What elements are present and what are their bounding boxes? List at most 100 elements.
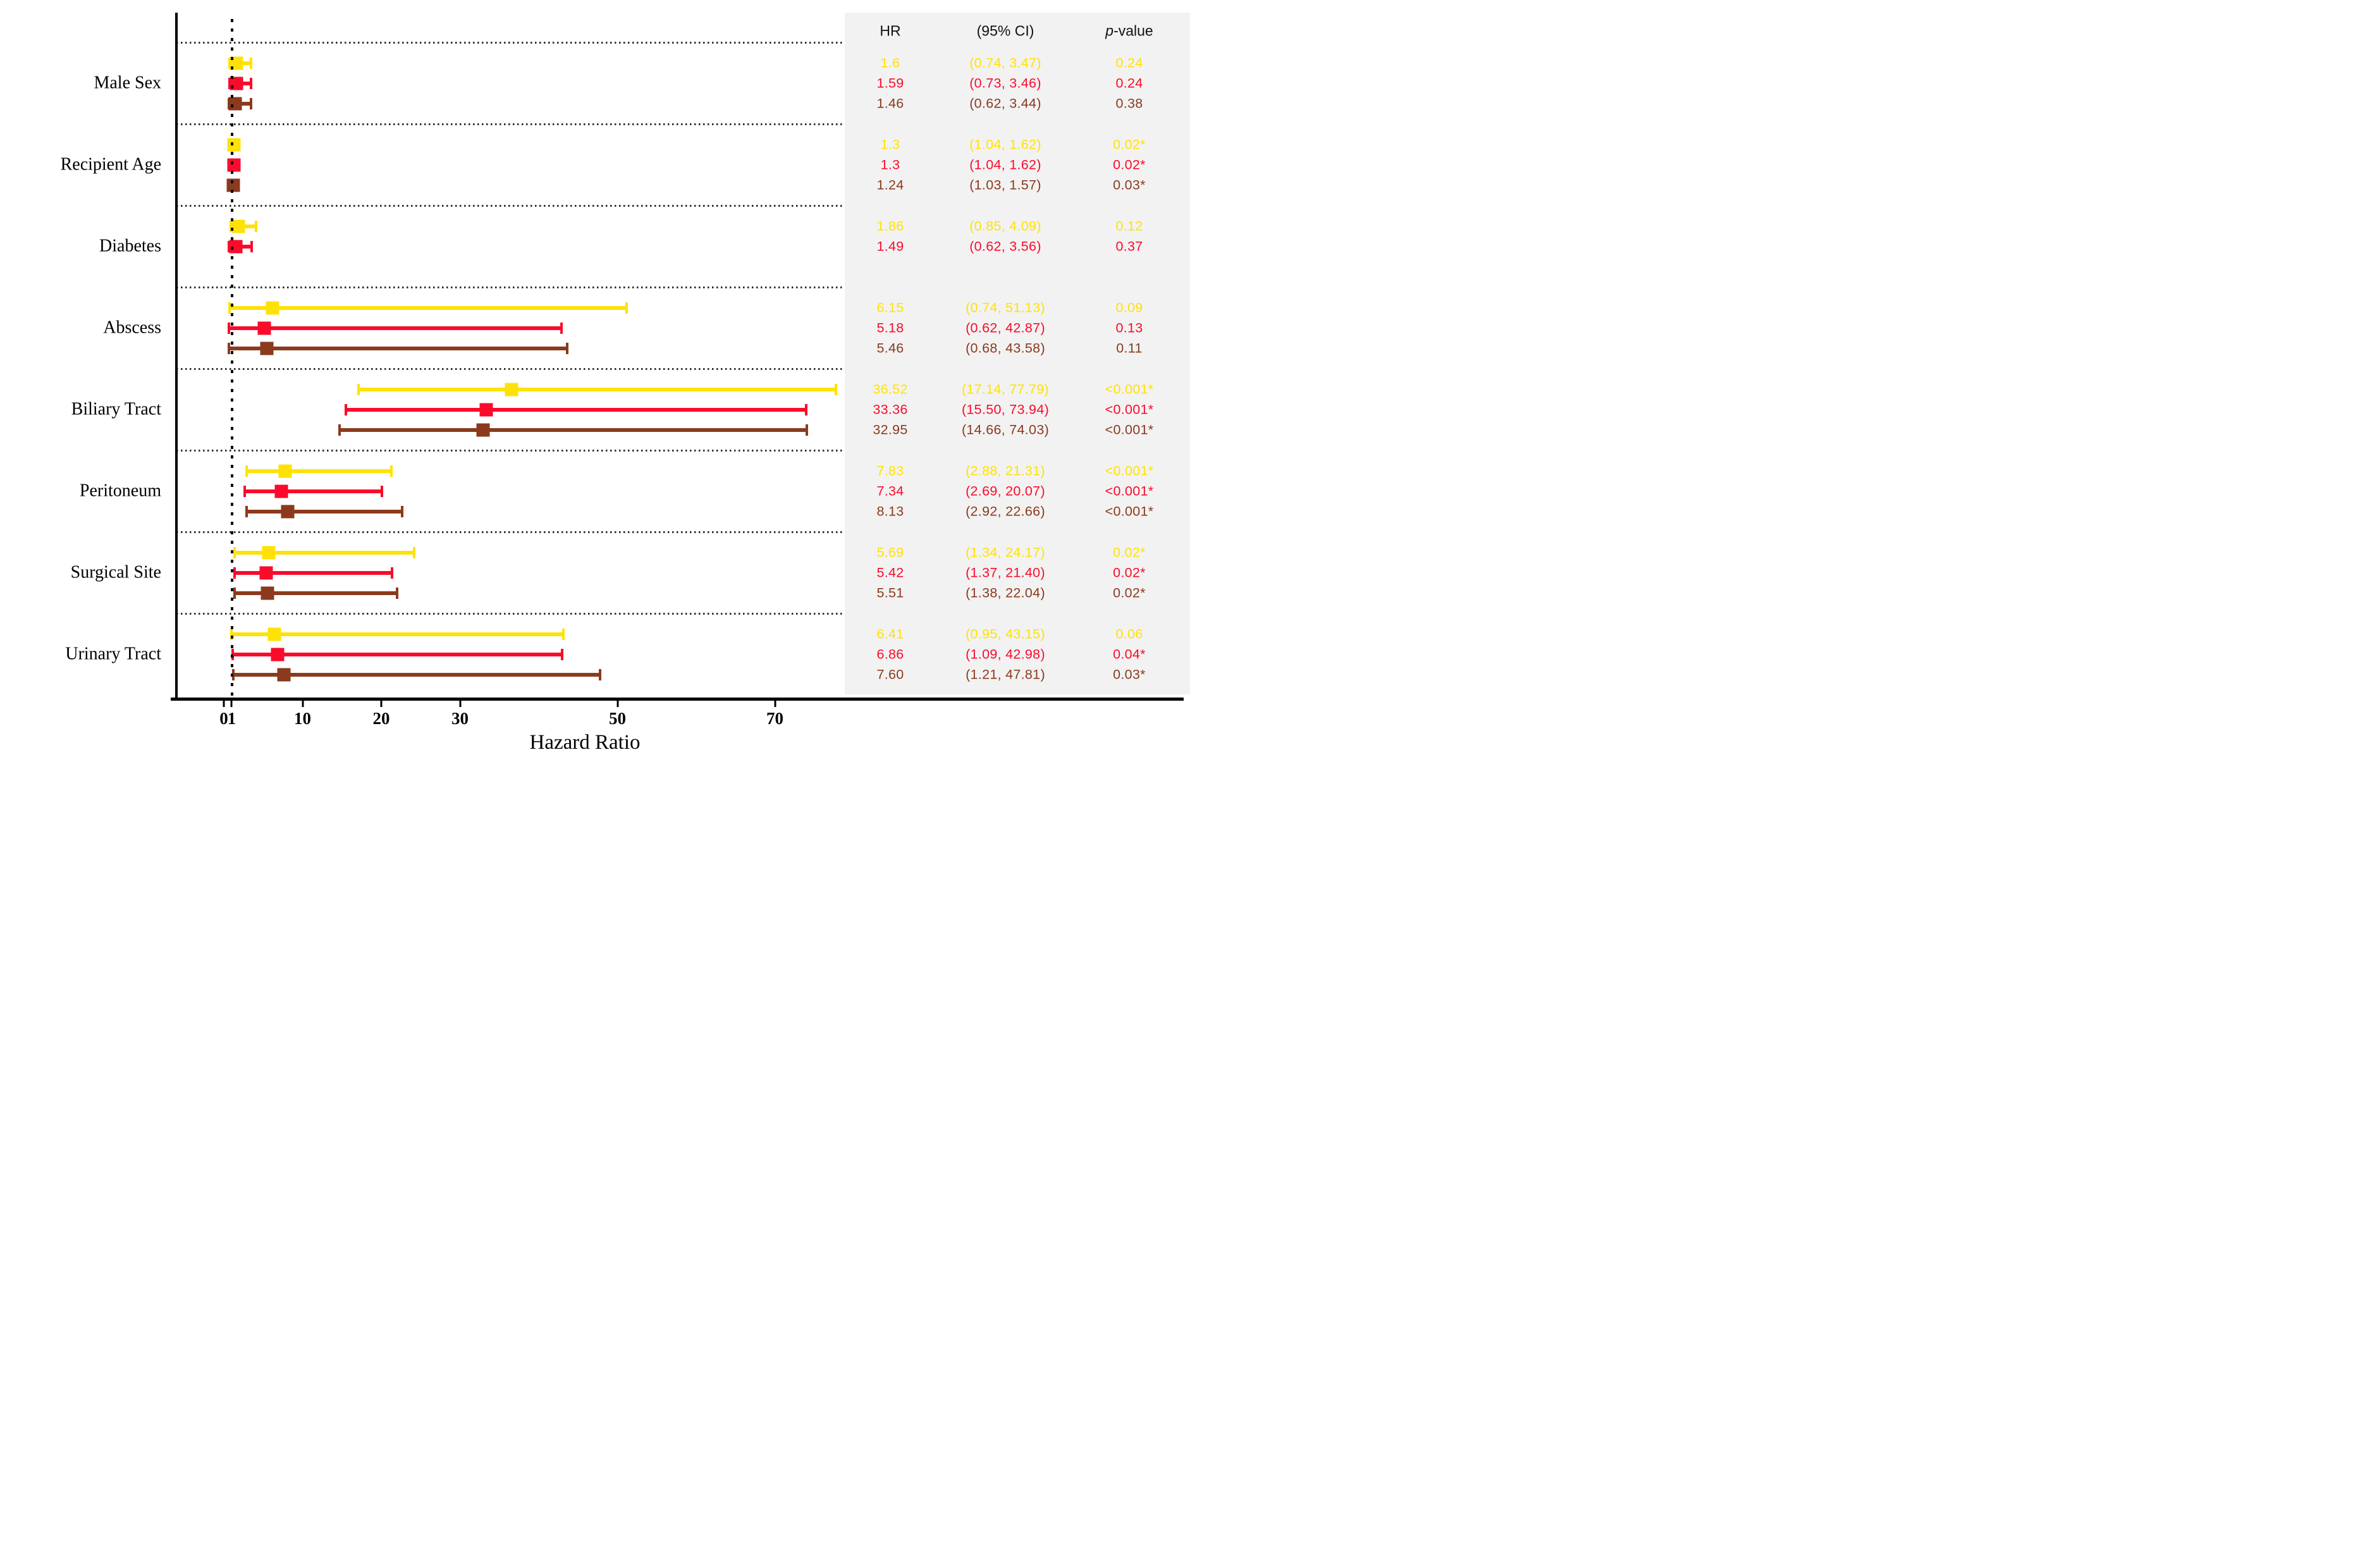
ci-cap-right bbox=[804, 404, 807, 415]
table-cell-p: <0.001* bbox=[1105, 463, 1154, 479]
ci-cap-left bbox=[233, 587, 236, 600]
hr-marker bbox=[266, 301, 279, 315]
table-cell-hr: 5.46 bbox=[876, 340, 904, 356]
ci-whisker bbox=[247, 510, 403, 514]
table-cell-p: 0.02* bbox=[1113, 565, 1146, 581]
table-cell-hr: 7.34 bbox=[876, 483, 904, 499]
table-cell-p: 0.37 bbox=[1115, 238, 1143, 254]
ci-cap-right bbox=[599, 669, 602, 681]
table-cell-ci: (0.62, 3.56) bbox=[969, 238, 1041, 254]
hr-marker bbox=[259, 566, 273, 580]
table-cell-ci: (0.74, 51.13) bbox=[966, 300, 1045, 316]
table-cell-hr: 1.49 bbox=[876, 238, 904, 254]
x-axis-title: Hazard Ratio bbox=[529, 731, 641, 754]
table-header-hr: HR bbox=[880, 22, 901, 39]
group-separator bbox=[176, 286, 845, 288]
table-cell-hr: 1.59 bbox=[876, 75, 904, 91]
table-header-pvalue: p-value bbox=[1105, 23, 1153, 40]
ci-cap-left bbox=[344, 404, 347, 415]
ci-cap-right bbox=[380, 486, 383, 497]
table-cell-ci: (1.37, 21.40) bbox=[966, 565, 1045, 581]
table-cell-p: 0.02* bbox=[1113, 157, 1146, 173]
hr-marker bbox=[277, 668, 291, 682]
x-tick-label: 20 bbox=[372, 709, 390, 728]
ci-cap-left bbox=[243, 486, 247, 497]
x-tick bbox=[774, 701, 776, 707]
table-cell-ci: (1.21, 47.81) bbox=[966, 667, 1045, 682]
plot-area: Male Sex 1.6 (0.74, 3.47) 0.24 1.59 (0.73, 3.… bbox=[0, 0, 1190, 775]
x-tick bbox=[230, 701, 233, 707]
reference-line-hr1 bbox=[231, 19, 233, 698]
table-cell-hr: 33.36 bbox=[873, 402, 908, 417]
table-cell-hr: 1.46 bbox=[876, 95, 904, 111]
ci-whisker bbox=[245, 489, 382, 493]
group-separator bbox=[176, 368, 845, 370]
table-cell-hr: 7.83 bbox=[876, 463, 904, 479]
x-tick-label: 70 bbox=[766, 709, 783, 728]
table-cell-p: 0.12 bbox=[1115, 218, 1143, 234]
table-cell-ci: (0.85, 4.09) bbox=[969, 218, 1041, 234]
ci-whisker bbox=[233, 673, 601, 677]
ci-cap-left bbox=[233, 567, 236, 579]
ci-whisker bbox=[230, 305, 627, 310]
ci-whisker bbox=[234, 550, 414, 555]
ci-cap-left bbox=[229, 220, 232, 232]
ci-cap-right bbox=[560, 323, 563, 334]
table-cell-ci: (0.73, 3.46) bbox=[969, 75, 1041, 91]
x-tick-label: 0 bbox=[219, 709, 228, 728]
table-cell-ci: (2.92, 22.66) bbox=[966, 503, 1045, 519]
ci-whisker bbox=[339, 428, 807, 433]
hr-marker bbox=[271, 648, 285, 661]
table-cell-hr: 7.60 bbox=[876, 667, 904, 682]
table-cell-p: <0.001* bbox=[1105, 402, 1154, 417]
ci-cap-right bbox=[561, 649, 564, 660]
table-cell-hr: 5.42 bbox=[876, 565, 904, 581]
table-cell-ci: (0.74, 3.47) bbox=[969, 55, 1041, 71]
table-cell-p: <0.001* bbox=[1105, 422, 1154, 438]
ci-cap-right bbox=[391, 567, 394, 579]
hr-marker bbox=[505, 383, 518, 397]
table-cell-ci: (14.66, 74.03) bbox=[961, 422, 1050, 438]
ci-whisker bbox=[235, 591, 398, 596]
table-cell-p: <0.001* bbox=[1105, 503, 1154, 519]
ci-whisker bbox=[359, 387, 837, 391]
table-cell-ci: (1.04, 1.62) bbox=[969, 157, 1041, 173]
ci-cap-right bbox=[250, 57, 253, 69]
table-cell-p: <0.001* bbox=[1105, 483, 1154, 499]
ci-whisker bbox=[229, 347, 567, 351]
table-header-p-italic: p bbox=[1105, 22, 1114, 39]
table-cell-ci: (15.50, 73.94) bbox=[961, 402, 1050, 417]
ci-cap-right bbox=[249, 98, 252, 110]
table-cell-hr: 6.86 bbox=[876, 646, 904, 662]
group-separator bbox=[176, 613, 845, 615]
category-label: Recipient Age bbox=[60, 154, 161, 175]
ci-cap-left bbox=[228, 78, 231, 89]
ci-whisker bbox=[246, 469, 392, 473]
table-cell-p: 0.06 bbox=[1115, 626, 1143, 642]
table-cell-hr: 1.6 bbox=[880, 55, 900, 71]
table-cell-ci: (0.95, 43.15) bbox=[966, 626, 1045, 642]
x-tick-label: 30 bbox=[451, 709, 469, 728]
hr-marker bbox=[281, 505, 295, 519]
x-tick-label: 1 bbox=[227, 709, 236, 728]
ci-whisker bbox=[232, 653, 563, 656]
x-axis-line bbox=[171, 698, 1184, 701]
hr-marker bbox=[479, 403, 493, 417]
category-label: Urinary Tract bbox=[65, 644, 161, 664]
table-cell-ci: (0.62, 42.87) bbox=[966, 320, 1045, 336]
hr-marker bbox=[257, 321, 271, 335]
table-cell-hr: 1.3 bbox=[880, 137, 900, 152]
ci-cap-right bbox=[835, 383, 838, 395]
ci-cap-right bbox=[412, 546, 415, 558]
table-cell-hr: 1.3 bbox=[880, 157, 900, 173]
ci-cap-left bbox=[228, 57, 231, 69]
ci-cap-right bbox=[401, 506, 404, 518]
table-cell-p: 0.04* bbox=[1113, 646, 1146, 662]
ci-cap-left bbox=[245, 506, 248, 518]
ci-cap-left bbox=[228, 302, 231, 314]
hr-marker bbox=[476, 423, 490, 437]
hr-marker bbox=[278, 464, 292, 478]
table-cell-p: 0.38 bbox=[1115, 95, 1143, 111]
ci-cap-right bbox=[805, 424, 808, 436]
ci-cap-right bbox=[250, 241, 254, 252]
